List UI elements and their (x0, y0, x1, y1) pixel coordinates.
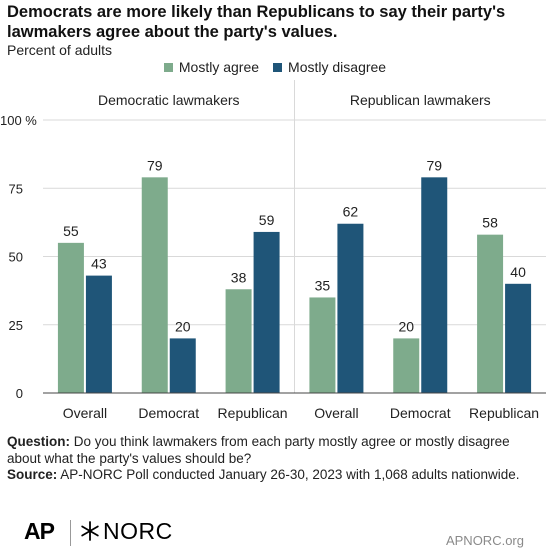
bar-value-label: 40 (510, 264, 526, 280)
y-tick-label: 100 % (0, 113, 37, 128)
bar-disagree (337, 223, 364, 393)
legend-label-disagree: Mostly disagree (288, 59, 387, 75)
x-tick-label: Democrat (138, 405, 199, 421)
logo-divider (70, 520, 71, 546)
bar-agree (309, 297, 336, 393)
legend-swatch-disagree (273, 62, 283, 72)
bar-value-label: 58 (482, 215, 498, 231)
question-text: Do you think lawmakers from each party m… (7, 434, 510, 466)
bar-agree (225, 289, 252, 393)
footnote: Question: Do you think lawmakers from ea… (7, 434, 543, 484)
bar-value-label: 43 (91, 256, 107, 272)
bar-value-label: 35 (315, 277, 331, 293)
x-tick-label: Republican (469, 405, 539, 421)
bar-disagree (85, 275, 112, 393)
x-tick-label: Overall (314, 405, 358, 421)
bar-disagree (169, 338, 196, 393)
legend-swatch-agree (163, 62, 173, 72)
bar-agree (57, 242, 84, 393)
question-note: Question: Do you think lawmakers from ea… (7, 434, 543, 467)
source-label: Source: (7, 467, 58, 482)
y-tick-label: 50 (9, 250, 23, 265)
legend-item-agree: Mostly agree (163, 59, 260, 75)
site-url: APNORC.org (445, 533, 524, 548)
panel-title: Republican lawmakers (350, 92, 491, 108)
bar-chart: 0 25 50 75 100 % Democratic lawmakers 55 43 Over… (0, 80, 546, 421)
bar-agree (477, 234, 504, 393)
chart-subtitle: Percent of adults (7, 42, 113, 58)
bar-value-label: 79 (426, 157, 442, 173)
chart-title: Democrats are more likely than Republica… (7, 3, 506, 41)
bar-value-label: 38 (231, 269, 247, 285)
bar-value-label: 79 (147, 157, 163, 173)
y-tick-label: 0 (16, 386, 23, 401)
bar-disagree (253, 231, 280, 393)
x-tick-label: Democrat (390, 405, 451, 421)
star-burst-icon (81, 521, 99, 541)
bar-disagree (505, 283, 532, 393)
bar-value-label: 55 (63, 223, 79, 239)
y-tick-label: 25 (9, 318, 23, 333)
bar-value-label: 62 (343, 204, 359, 220)
norc-logo-text: NORC (103, 517, 173, 544)
norc-logo: NORC (80, 518, 173, 544)
bar-value-label: 20 (398, 318, 414, 334)
bar-disagree (421, 177, 448, 393)
panel-title: Democratic lawmakers (98, 92, 240, 108)
bar-value-label: 20 (175, 318, 191, 334)
x-tick-label: Republican (218, 405, 288, 421)
source-note: Source: AP-NORC Poll conducted January 2… (7, 467, 543, 484)
bar-agree (141, 177, 168, 393)
legend: Mostly agree Mostly disagree (0, 57, 550, 77)
question-label: Question: (7, 434, 70, 449)
ap-logo: AP (24, 518, 55, 544)
y-tick-label: 75 (9, 181, 23, 196)
source-text: AP-NORC Poll conducted January 26-30, 20… (60, 467, 520, 482)
bar-value-label: 59 (259, 212, 275, 228)
x-tick-label: Overall (63, 405, 107, 421)
legend-label-agree: Mostly agree (178, 59, 260, 75)
bar-agree (393, 338, 420, 393)
legend-item-disagree: Mostly disagree (273, 59, 386, 75)
